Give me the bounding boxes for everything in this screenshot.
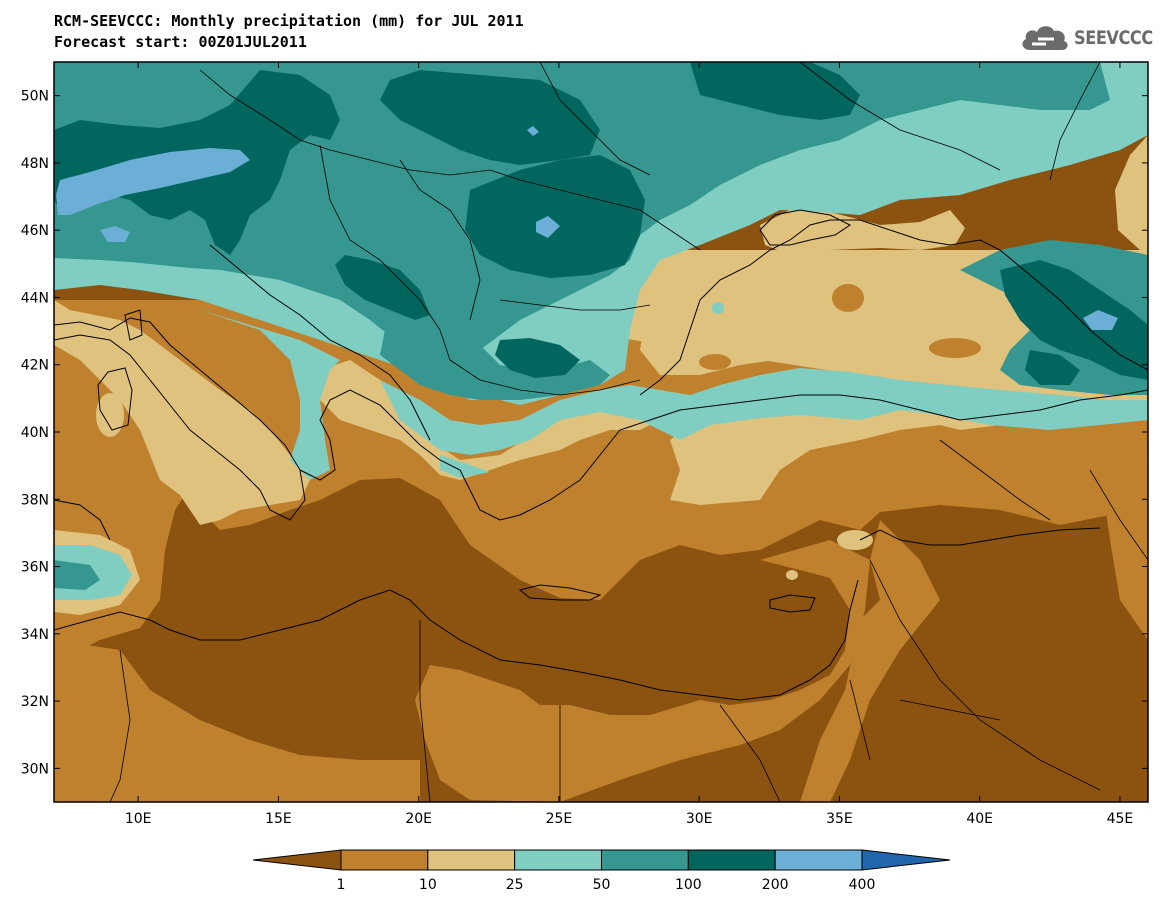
title-line-1: RCM-SEEVCCC: Monthly precipitation (mm) … [54,12,524,30]
band-25-50 [200,310,340,480]
lon-label: 35E [826,811,853,827]
colorbar-arrow-high [861,849,951,871]
colorbar-label: 50 [593,877,611,893]
lat-label: 44N [21,290,49,306]
lon-label: 20E [405,811,432,827]
colorbar-segment [427,849,516,871]
map-axes: 30N 32N 34N 36N 38N 40N 42N 44N 46N 48N 50N 10E 15E 2… [21,62,1148,827]
lat-label: 32N [21,694,49,710]
band-10-25-spot [786,570,798,580]
colorbar-label: 10 [419,877,437,893]
band-10-25 [320,360,660,480]
colorbar-label: 100 [675,877,702,893]
band-25-50-spot [712,302,724,314]
band-1-10 [1100,460,1148,640]
lat-label: 38N [21,492,49,508]
band-10-25 [1115,135,1148,250]
band-1-10 [800,520,940,802]
colorbar-label: 400 [849,877,876,893]
logo-text: SEEVCCC [1074,27,1153,49]
lat-label: 30N [21,761,49,777]
colorbar-label: 1 [337,877,346,893]
lat-label: 34N [21,627,49,643]
lon-label: 45E [1107,811,1134,827]
colorbar: 1 10 25 50 100 200 400 [252,849,951,893]
lon-label: 25E [546,811,573,827]
lon-label: 15E [265,811,292,827]
seevccc-logo: SEEVCCC [1018,22,1158,56]
band-50-100 [54,560,100,590]
band-200-400 [56,148,250,215]
cloud-icon [1022,26,1068,50]
band-25-50 [440,455,490,478]
lat-label: 48N [21,156,49,172]
band-100-200 [380,70,600,165]
lon-label: 40E [966,811,993,827]
lat-label: 40N [21,425,49,441]
band-50-100 [315,150,445,275]
band-200-400 [100,226,130,242]
band-1-10 [54,640,420,802]
colorbar-segment [601,849,689,871]
colorbar-arrow-low [252,849,342,871]
band-1-10-spot [699,354,731,370]
band-10-25-spot [837,530,873,550]
band-100-200 [1025,350,1080,385]
band-200-400 [536,216,560,238]
colorbar-segment [687,849,776,871]
band-1-10 [415,540,870,802]
colorbar-segment [340,849,429,871]
lon-label: 30E [686,811,713,827]
band-100-200 [495,338,580,378]
country-borders [109,62,1148,802]
colorbar-label: 200 [762,877,789,893]
band-100-200 [465,155,645,278]
lat-label: 46N [21,223,49,239]
precipitation-field [54,62,1148,802]
lon-label: 10E [125,811,152,827]
band-100-200 [1000,260,1148,380]
lat-label: 42N [21,358,49,374]
colorbar-segment [774,849,863,871]
coastlines [54,209,1148,701]
band-10-25-spot [96,393,124,437]
band-10-25 [640,250,1010,375]
band-100-200 [690,62,860,120]
band-25-50 [380,368,1148,455]
colorbar-segment [514,849,603,871]
band-200-400 [527,126,539,136]
colorbar-label: 25 [506,877,524,893]
band-100-200 [335,255,430,320]
title-line-2: Forecast start: 00Z01JUL2011 [54,33,307,51]
band-1-10-spot [929,338,981,358]
lat-label: 36N [21,560,49,576]
band-200-400 [1083,310,1118,330]
band-10-25 [760,210,965,255]
lat-label: 50N [21,89,49,105]
band-1-10-spot [832,284,864,312]
